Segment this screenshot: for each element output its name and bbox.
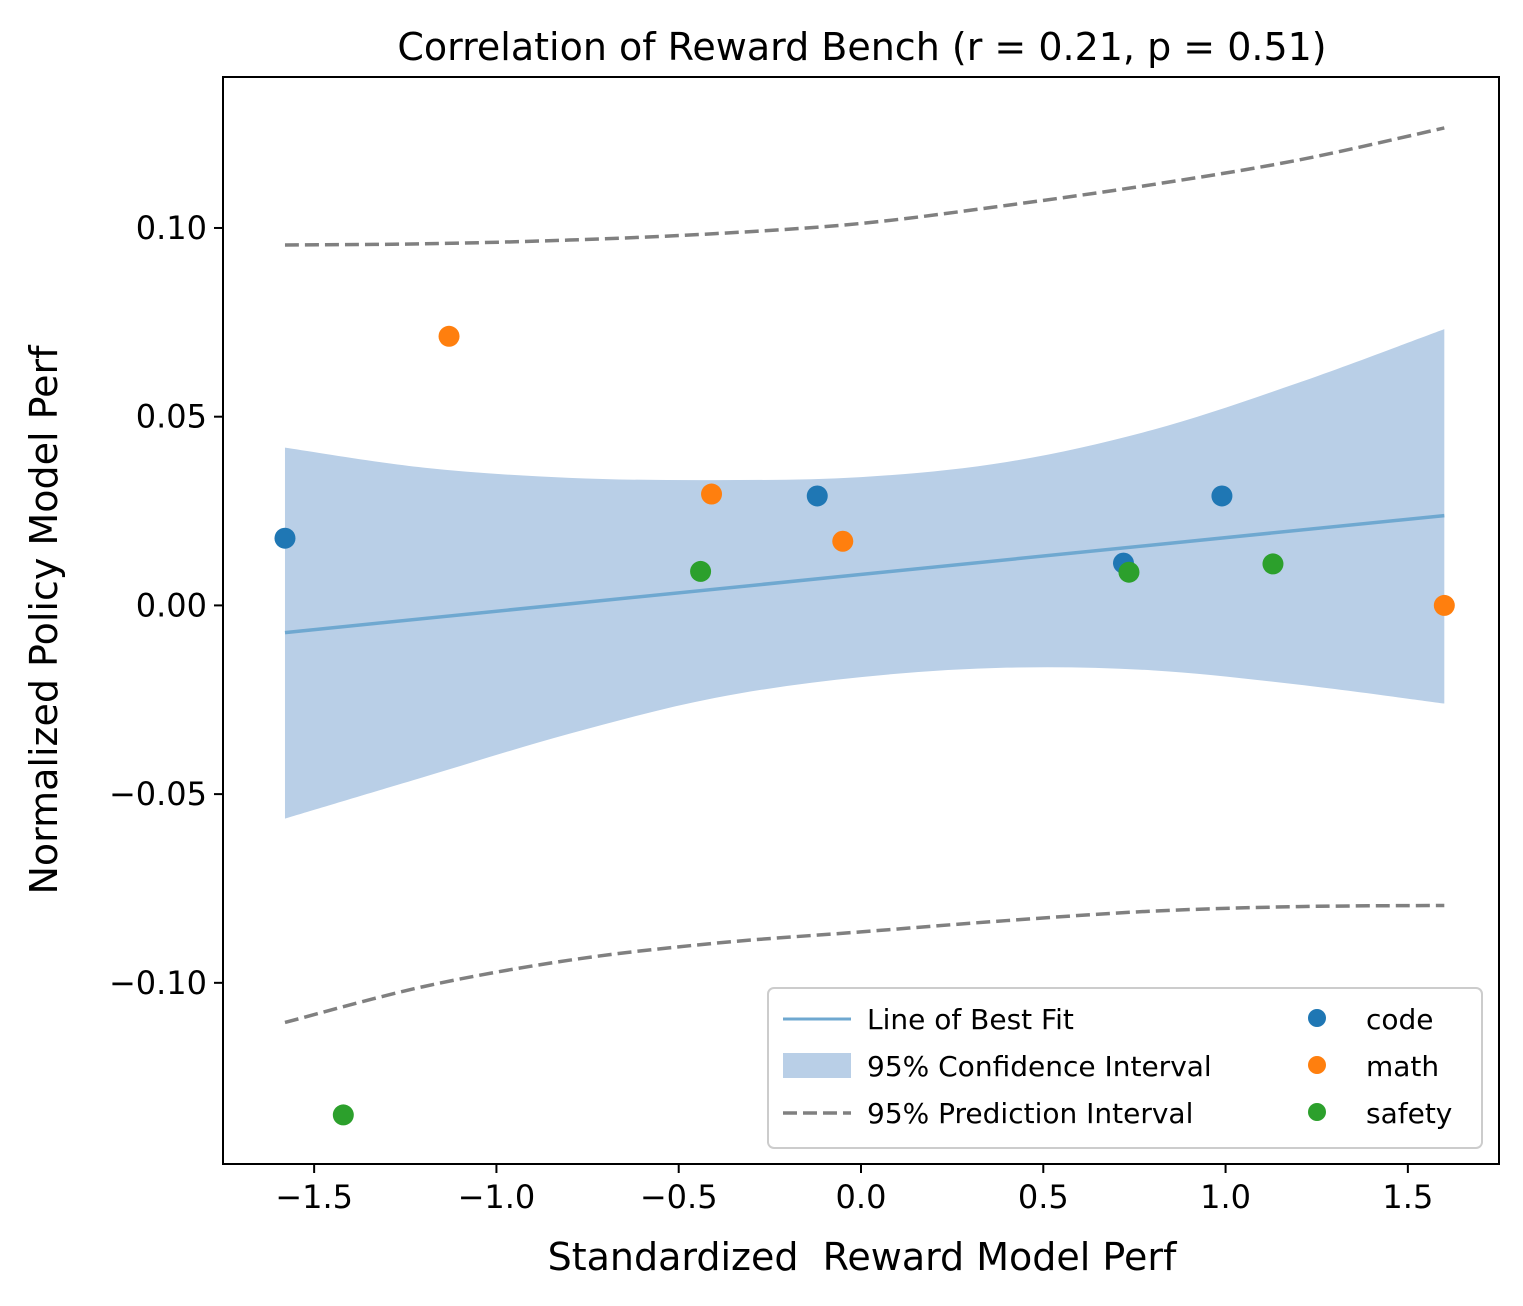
x-tick-label: −1.0	[458, 1178, 536, 1216]
x-tick-label: 0.0	[836, 1178, 887, 1216]
code-point	[1211, 485, 1233, 507]
x-tick-label: 1.0	[1200, 1178, 1251, 1216]
y-tick-label: 0.00	[136, 586, 207, 624]
y-tick-label: 0.05	[136, 398, 207, 436]
legend-code-marker	[1308, 1009, 1326, 1027]
chart-title: Correlation of Reward Bench (r = 0.21, p…	[397, 25, 1326, 69]
y-tick-label: −0.05	[109, 775, 207, 813]
legend-math-label: math	[1366, 1050, 1439, 1083]
x-tick-label: −0.5	[640, 1178, 718, 1216]
y-axis: 0.10 0.05 0.00 −0.05 −0.10	[109, 209, 223, 1002]
math-point	[701, 483, 723, 505]
legend-confidence-label: 95% Confidence Interval	[867, 1050, 1212, 1083]
code-point	[806, 485, 828, 507]
best-fit-line	[284, 513, 1445, 635]
legend-prediction-label: 95% Prediction Interval	[867, 1097, 1193, 1130]
y-tick-label: 0.10	[136, 209, 207, 247]
math-point	[832, 530, 854, 552]
math-point	[438, 325, 460, 347]
legend-math-marker	[1308, 1056, 1326, 1074]
legend-best-fit-label: Line of Best Fit	[867, 1003, 1074, 1036]
x-tick-label: 0.5	[1018, 1178, 1069, 1216]
math-point	[1433, 594, 1455, 616]
legend-confidence-swatch	[783, 1053, 851, 1078]
x-tick-label: −1.5	[275, 1178, 353, 1216]
safety-point	[1118, 561, 1140, 583]
safety-point	[690, 560, 712, 582]
legend-safety-label: safety	[1366, 1097, 1452, 1130]
plot-area	[274, 126, 1455, 1126]
legend: Line of Best Fit 95% Confidence Interval…	[767, 987, 1483, 1149]
legend-box	[767, 987, 1483, 1149]
x-tick-label: 1.5	[1382, 1178, 1433, 1216]
y-tick-label: −0.10	[109, 964, 207, 1002]
code-point	[274, 527, 296, 549]
x-axis: −1.5 −1.0 −0.5 0.0 0.5 1.0 1.5	[275, 1164, 1433, 1216]
safety-point	[332, 1104, 354, 1126]
legend-code-label: code	[1366, 1003, 1434, 1036]
x-axis-label: Standardized Reward Model Perf	[548, 1235, 1178, 1279]
legend-safety-marker	[1308, 1103, 1326, 1121]
prediction-lower-line	[284, 903, 1445, 1025]
y-axis-label: Normalized Policy Model Perf	[22, 344, 66, 895]
safety-point	[1262, 553, 1284, 575]
prediction-upper-line	[284, 126, 1445, 247]
